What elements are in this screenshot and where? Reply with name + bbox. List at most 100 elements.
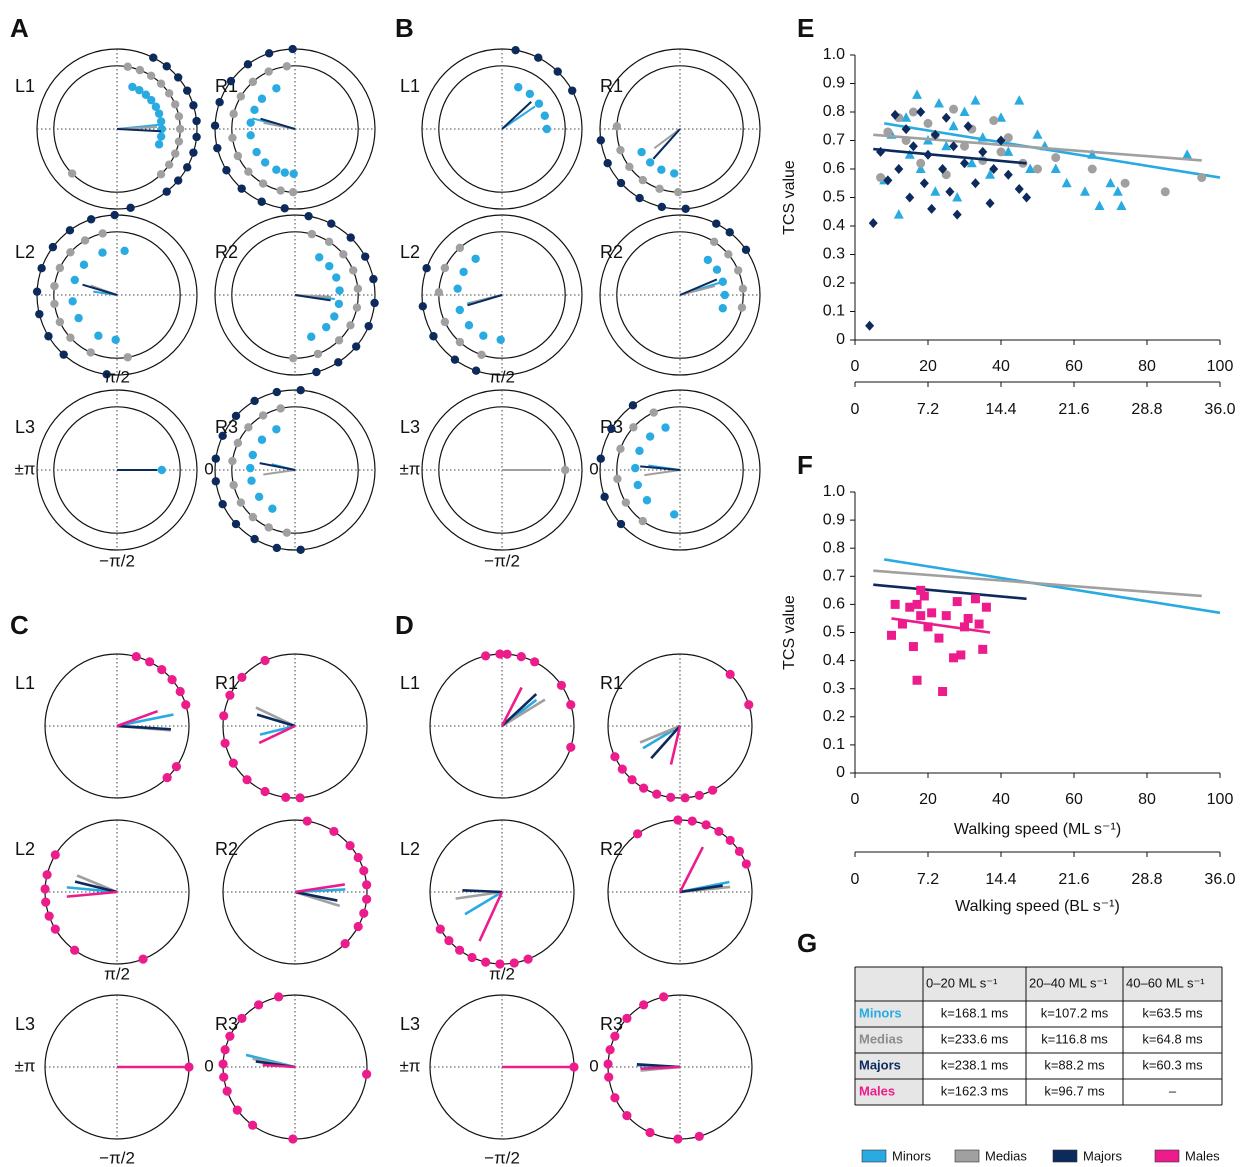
point [912, 89, 923, 99]
dot [725, 228, 734, 237]
x2-tick-label: 28.8 [1131, 401, 1162, 418]
y-tick-label: 0.6 [823, 596, 845, 613]
subplot-label: L3 [400, 1014, 420, 1034]
dot [516, 652, 526, 662]
angle-tick-label: π/2 [104, 964, 130, 983]
dot [637, 147, 646, 157]
x-tick-label: 40 [992, 358, 1010, 375]
dot [657, 165, 666, 174]
point [974, 619, 984, 629]
dot [296, 545, 305, 554]
angle-tick-label: 0 [204, 459, 213, 478]
dot [272, 84, 281, 93]
dot [681, 204, 690, 213]
dot [218, 1059, 228, 1069]
dot [175, 686, 185, 697]
point [978, 146, 988, 157]
dot [250, 396, 259, 406]
dot [312, 367, 321, 377]
dot [334, 336, 344, 345]
point [941, 170, 951, 180]
dot [288, 44, 297, 54]
mean-vector [294, 890, 338, 902]
dot [330, 312, 339, 321]
table-cell: k=116.8 ms [1041, 1031, 1108, 1046]
dot [162, 62, 171, 71]
point [1197, 173, 1207, 183]
dot [741, 859, 751, 869]
dot [617, 764, 627, 774]
point [960, 622, 969, 632]
point [933, 97, 944, 108]
dot [268, 504, 277, 513]
dot [237, 184, 246, 193]
dot [479, 331, 488, 340]
dot [687, 816, 697, 826]
point [927, 203, 937, 214]
dot [351, 342, 361, 351]
dot [324, 237, 334, 247]
angle-tick-label: ±π [14, 459, 35, 478]
point [930, 186, 941, 196]
point [916, 611, 926, 621]
dot [471, 366, 481, 375]
point [1105, 177, 1116, 188]
dot [329, 826, 339, 837]
dot [120, 246, 129, 256]
dot [218, 499, 227, 509]
dot [126, 203, 135, 213]
dot [254, 1000, 264, 1010]
dot [248, 450, 257, 460]
dot [610, 1031, 620, 1041]
dot [244, 423, 253, 432]
trend-line [883, 558, 1221, 615]
dot [210, 121, 220, 130]
point [970, 95, 981, 105]
dot [346, 233, 355, 242]
mean-vector [262, 1063, 296, 1069]
point [949, 104, 959, 114]
dot [164, 89, 174, 98]
x-tick-label: 80 [1138, 791, 1156, 808]
dot [633, 480, 642, 490]
dot [657, 202, 667, 212]
dot [659, 992, 669, 1002]
dot [66, 248, 75, 257]
dot [734, 846, 745, 856]
dot [146, 71, 156, 81]
dot [157, 665, 167, 675]
point [916, 585, 926, 595]
point [890, 599, 900, 609]
point [1032, 129, 1043, 139]
subplot-label: R2 [600, 242, 623, 262]
point [966, 157, 977, 168]
dot [444, 936, 454, 946]
dot [250, 534, 259, 544]
dot [244, 167, 253, 176]
point [938, 687, 948, 697]
mean-vector [259, 462, 296, 471]
dot [237, 1013, 247, 1023]
point [1050, 163, 1061, 173]
dot [346, 321, 355, 330]
dot [228, 133, 237, 143]
dot [164, 160, 174, 169]
dot [639, 1000, 649, 1010]
dot [189, 101, 198, 110]
dot [55, 263, 65, 273]
dot [369, 274, 378, 284]
point [916, 158, 926, 168]
dot [370, 298, 379, 308]
table-cell: – [1169, 1083, 1177, 1098]
dot [334, 299, 344, 309]
dot [322, 322, 331, 332]
point [956, 650, 966, 660]
x2-tick-label: 0 [851, 871, 860, 888]
point [912, 675, 922, 685]
dot [228, 758, 238, 768]
dot [455, 305, 464, 315]
dot [260, 158, 270, 167]
y-tick-label: 0.9 [823, 75, 845, 92]
dot [307, 229, 317, 239]
dot [44, 332, 53, 341]
